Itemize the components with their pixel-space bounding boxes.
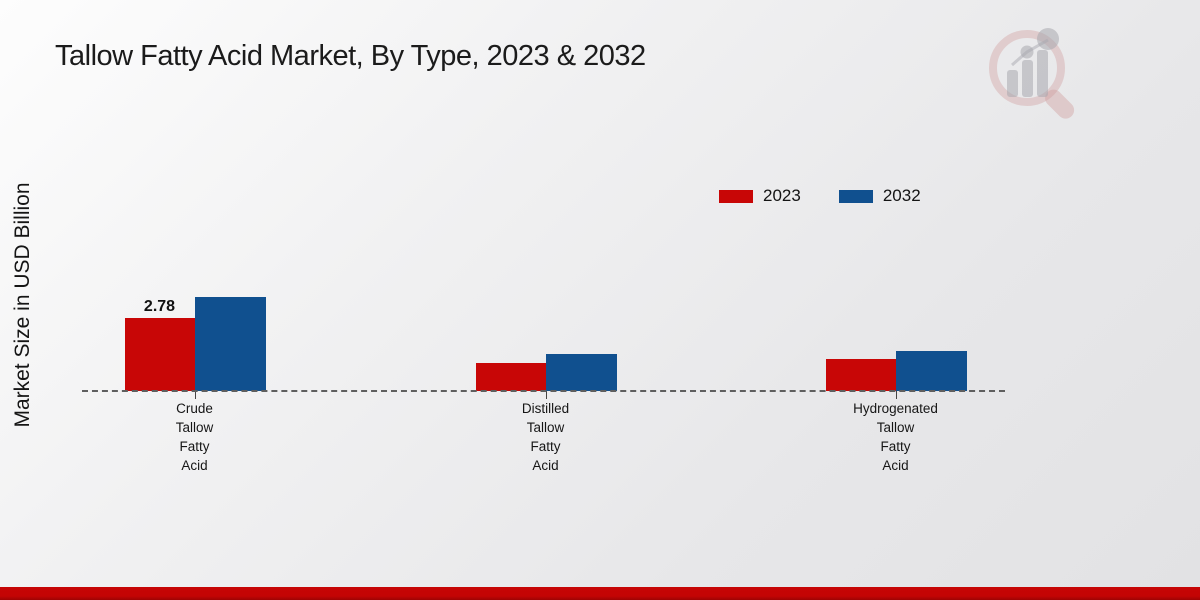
chart-title: Tallow Fatty Acid Market, By Type, 2023 … [55, 40, 646, 72]
x-axis-tick [545, 391, 547, 399]
legend-label: 2023 [763, 186, 801, 205]
bar-2023-0 [124, 318, 195, 391]
x-axis-baseline [82, 390, 1005, 392]
bar-2023-2 [825, 359, 896, 391]
legend-item-2032: 2032 [838, 186, 921, 206]
category-label-line: Hydrogenated [853, 401, 938, 416]
category-label-line: Fatty [179, 439, 210, 454]
legend: 2023 2032 [719, 186, 921, 206]
legend-item-2023: 2023 [719, 186, 801, 206]
bar-2032-0 [194, 297, 266, 391]
category-label: Hydrogenated Tallow Fatty Acid [826, 399, 966, 475]
category-label-line: Acid [532, 458, 559, 473]
category-label: Crude Tallow Fatty Acid [125, 399, 265, 475]
category-label-line: Tallow [175, 420, 214, 435]
category-label-line: Acid [882, 458, 909, 473]
y-axis-label: Market Size in USD Billion [11, 182, 34, 428]
x-axis-tick [895, 391, 897, 399]
magnifier-bar-chart-logo-icon [989, 28, 1075, 119]
category-label-line: Tallow [876, 420, 915, 435]
legend-label: 2032 [882, 186, 921, 205]
bar-2023-1 [475, 363, 546, 391]
bar-2032-2 [895, 351, 967, 391]
category-label-line: Acid [181, 458, 208, 473]
footer-accent-bar [0, 587, 1200, 600]
legend-swatch-icon [719, 189, 753, 203]
category-label-line: Fatty [530, 439, 561, 454]
bar-2032-1 [545, 354, 617, 391]
x-axis-tick [194, 391, 196, 399]
category-label-line: Crude [176, 401, 213, 416]
legend-swatch-icon [838, 189, 873, 203]
category-label-line: Tallow [526, 420, 565, 435]
bar-value-label: 2.78 [143, 298, 176, 315]
category-label-line: Fatty [880, 439, 911, 454]
category-label-line: Distilled [521, 401, 570, 416]
category-label: Distilled Tallow Fatty Acid [476, 399, 616, 475]
